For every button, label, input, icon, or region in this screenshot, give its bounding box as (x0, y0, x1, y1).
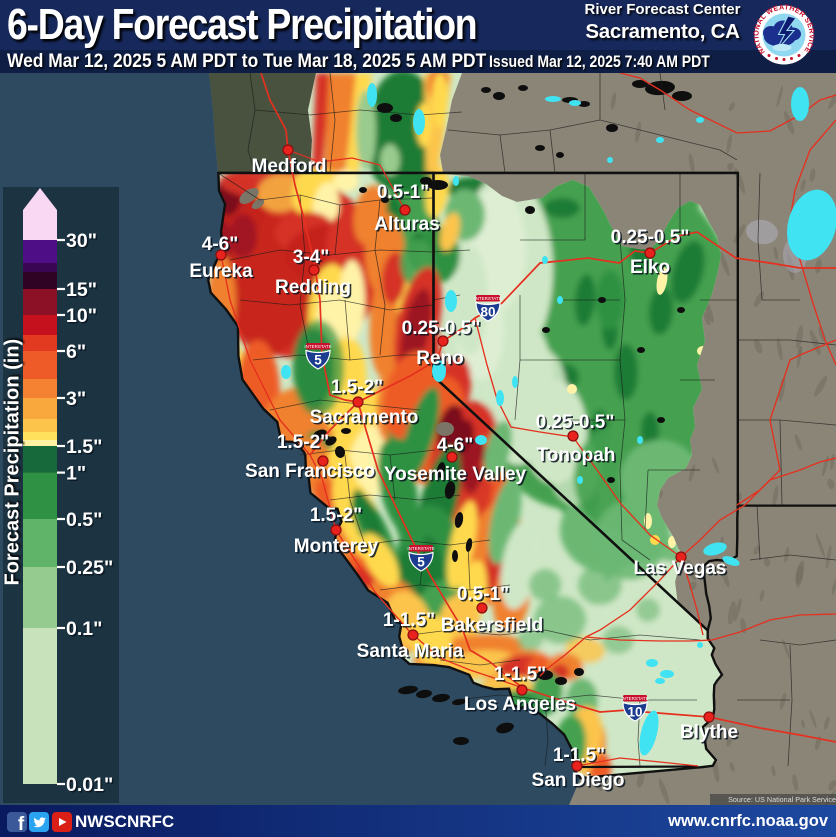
svg-text:4-6": 4-6" (438, 437, 474, 458)
svg-text:0.25-0.5": 0.25-0.5" (536, 412, 615, 433)
svg-text:Santa Maria: Santa Maria (358, 643, 465, 664)
svg-text:Tonopah: Tonopah (538, 447, 617, 468)
svg-text:1-1.5": 1-1.5" (553, 745, 605, 766)
svg-text:Los Angeles: Los Angeles (464, 694, 576, 715)
svg-text:Sacramento: Sacramento (310, 407, 419, 428)
svg-text:0.25-0.5": 0.25-0.5" (403, 320, 482, 341)
svg-text:1.5-2": 1.5-2" (277, 432, 329, 453)
svg-text:San Diego: San Diego (532, 770, 625, 791)
svg-text:Reno: Reno (418, 350, 466, 371)
svg-text:Tonopah: Tonopah (537, 445, 616, 466)
svg-text:80: 80 (480, 305, 495, 320)
svg-text:5: 5 (314, 353, 322, 368)
svg-text:1.5-2": 1.5-2" (310, 505, 362, 526)
svg-text:Blythe: Blythe (680, 722, 738, 743)
svg-text:Los Angeles: Los Angeles (465, 696, 577, 717)
svg-text:4-6": 4-6" (203, 236, 239, 257)
svg-text:0.5-1": 0.5-1" (458, 586, 510, 607)
svg-text:1.5-2": 1.5-2" (332, 379, 384, 400)
svg-text:INTERSTATE: INTERSTATE (304, 344, 331, 349)
svg-text:Reno: Reno (416, 348, 464, 369)
svg-text:1-1.5": 1-1.5" (494, 664, 546, 685)
svg-text:0.25-0.5": 0.25-0.5" (402, 318, 481, 339)
svg-text:0.5-1": 0.5-1" (377, 182, 429, 203)
svg-text:1-1.5": 1-1.5" (495, 666, 547, 687)
svg-text:Redding: Redding (277, 279, 353, 300)
svg-text:Alturas: Alturas (374, 214, 439, 235)
svg-text:1-1.5": 1-1.5" (384, 612, 436, 633)
svg-text:Yosemite Valley: Yosemite Valley (385, 466, 528, 487)
svg-text:Elko: Elko (632, 259, 672, 280)
svg-text:Redding: Redding (275, 277, 351, 298)
svg-text:0.25-0.5": 0.25-0.5" (611, 227, 690, 248)
svg-text:INTERSTATE: INTERSTATE (474, 296, 501, 301)
svg-text:1-1.5": 1-1.5" (554, 747, 606, 768)
svg-text:San Diego: San Diego (533, 772, 626, 793)
svg-text:Sacramento: Sacramento (311, 409, 420, 430)
svg-text:Yosemite Valley: Yosemite Valley (384, 464, 527, 485)
svg-text:Bakersfield: Bakersfield (441, 615, 543, 636)
svg-text:3-4": 3-4" (293, 247, 329, 268)
svg-text:Monterey: Monterey (294, 536, 379, 557)
svg-text:San Francisco: San Francisco (245, 461, 375, 482)
svg-text:San Francisco: San Francisco (247, 463, 377, 484)
svg-text:Monterey: Monterey (295, 538, 380, 559)
svg-text:0.5-1": 0.5-1" (378, 184, 430, 205)
svg-text:1.5-2": 1.5-2" (311, 507, 363, 528)
svg-text:4-6": 4-6" (202, 234, 238, 255)
svg-text:1-1.5": 1-1.5" (383, 610, 435, 631)
svg-text:Las Vegas: Las Vegas (635, 560, 728, 581)
svg-text:10: 10 (627, 705, 642, 720)
svg-text:f: f (18, 814, 25, 835)
svg-text:INTERSTATE: INTERSTATE (407, 546, 434, 551)
svg-text:0.5-1": 0.5-1" (457, 584, 509, 605)
svg-text:1.5-2": 1.5-2" (331, 377, 383, 398)
svg-text:Eureka: Eureka (189, 261, 253, 282)
svg-text:Las Vegas: Las Vegas (634, 558, 727, 579)
svg-text:Medford: Medford (253, 158, 328, 179)
svg-text:INTERSTATE: INTERSTATE (621, 696, 648, 701)
svg-text:Medford: Medford (252, 156, 327, 177)
svg-text:4-6": 4-6" (437, 435, 473, 456)
svg-text:Alturas: Alturas (376, 216, 441, 237)
svg-text:Blythe: Blythe (682, 724, 740, 745)
svg-text:Bakersfield: Bakersfield (442, 617, 544, 638)
svg-text:0.25-0.5": 0.25-0.5" (612, 229, 691, 250)
svg-text:5: 5 (417, 555, 425, 570)
svg-text:1.5-2": 1.5-2" (278, 434, 330, 455)
svg-text:3-4": 3-4" (294, 249, 330, 270)
svg-text:0.25-0.5": 0.25-0.5" (537, 414, 616, 435)
svg-text:Santa Maria: Santa Maria (357, 641, 464, 662)
svg-text:Eureka: Eureka (191, 263, 255, 284)
svg-text:Elko: Elko (630, 257, 670, 278)
